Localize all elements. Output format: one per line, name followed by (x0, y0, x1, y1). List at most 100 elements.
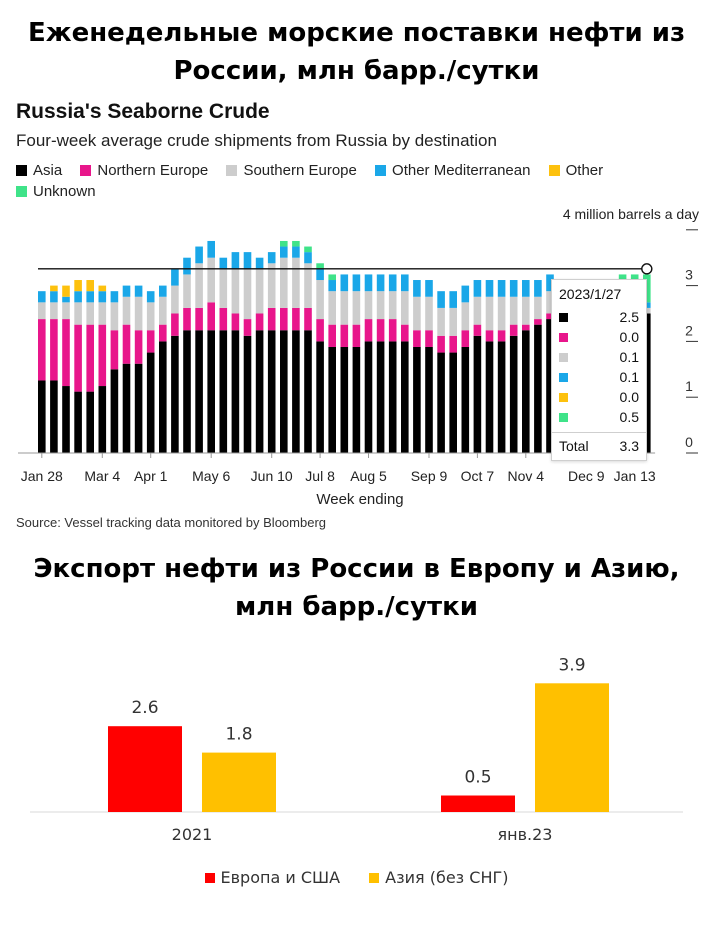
bar-segment (413, 346, 421, 453)
bar-segment (534, 324, 542, 453)
legend-label: Southern Europe (243, 162, 357, 179)
legend-swatch (226, 165, 238, 176)
bar-segment (388, 319, 397, 342)
legend-label: Unknown (33, 183, 96, 200)
bar-segment (292, 257, 300, 308)
tooltip-date: 2023/1/27 (559, 286, 622, 302)
bar-segment (364, 319, 373, 342)
bar-segment (473, 280, 482, 297)
tooltip-row-northern-europe: 0.0 (559, 329, 639, 345)
tooltip-swatch (559, 333, 568, 342)
legend-swatch (369, 873, 380, 883)
bar-segment (280, 307, 288, 331)
bar-segment (159, 341, 167, 453)
tooltip-total: Total 3.3 (552, 432, 646, 460)
tooltip-swatch (559, 353, 568, 362)
bar-segment (74, 291, 82, 303)
main-heading: Еженедельные морские поставки нефти из Р… (27, 18, 686, 86)
bar-segment (401, 324, 409, 342)
bar-segment (534, 296, 542, 320)
x-axis-label: Week ending (316, 491, 403, 508)
bar-segment (328, 280, 336, 292)
bar-segment (110, 330, 119, 370)
x-tick-label: Apr 1 (134, 468, 168, 484)
bar-segment (219, 268, 228, 308)
bar-segment (413, 296, 421, 331)
second-heading: Экспорт нефти из России в Европу и Азию,… (33, 554, 680, 622)
bar-segment (485, 296, 494, 331)
legend-item-asia: Asia (16, 160, 62, 181)
bar-segment (352, 346, 361, 453)
bar-segment (352, 274, 361, 292)
bar-segment (425, 346, 433, 453)
tooltip-swatch (559, 313, 568, 322)
bar-segment (401, 274, 409, 292)
bar-segment (437, 307, 445, 336)
bar-segment (122, 363, 131, 453)
x-tick-label: Nov 4 (508, 468, 545, 484)
bar-segment (183, 257, 191, 275)
bar (202, 752, 276, 812)
legend-label: Other Mediterranean (392, 162, 531, 179)
unit-label: 4 million barrels a day (562, 206, 699, 222)
bar-segment (98, 302, 107, 325)
x-tick-label: Sep 9 (411, 468, 448, 484)
bar-segment (207, 240, 215, 258)
legend-label: Other (565, 162, 604, 179)
y-tick-label: 3 (685, 267, 693, 283)
bar-segment (340, 274, 349, 292)
bar-segment (485, 280, 494, 297)
bar-segment (316, 319, 324, 342)
stacked-bar-chart: 0 1 2 3 Jan 28 Mar 4 Apr 1 May 6 Jun 10 Jul 8 Aug … (18, 229, 698, 508)
bar-segment (497, 330, 506, 342)
bar-segment (122, 285, 131, 297)
bar-segment (50, 285, 58, 292)
bar-segment (388, 274, 397, 292)
bar-segment (146, 291, 155, 303)
bar-segment (183, 307, 191, 331)
legend-item-unknown: Unknown (16, 181, 96, 202)
tooltip-swatch (559, 373, 568, 382)
bar-segment (485, 341, 494, 453)
legend-swatch (16, 165, 27, 176)
bar-segment (280, 246, 288, 258)
bar-segment (243, 252, 252, 269)
bar-segment (134, 285, 143, 297)
bar-segment (497, 341, 506, 453)
legend-swatch (375, 165, 387, 176)
bar-segment (449, 335, 457, 353)
bar-segment (207, 330, 215, 453)
bar-segment (534, 319, 542, 325)
bar-segment (461, 330, 470, 347)
bar-segment (110, 369, 119, 453)
bar-segment (509, 296, 518, 325)
bar-segment (267, 263, 276, 308)
legend-label: Asia (33, 162, 63, 179)
tooltip-row-unknown: 0.5 (559, 409, 639, 425)
bar-segment (74, 280, 82, 292)
data-label: 3.9 (558, 655, 585, 675)
bar-segment (497, 296, 506, 331)
tooltip-value: 0.0 (619, 389, 639, 405)
tooltip-swatch (559, 393, 568, 402)
tooltip-row-other: 0.0 (559, 389, 639, 405)
bar-segment (74, 324, 82, 392)
bar-segment (255, 268, 264, 314)
legend-swatch (16, 186, 27, 197)
bar-segment (328, 346, 336, 453)
bar-segment (340, 346, 349, 453)
bar-segment (280, 257, 288, 308)
bar-segment (134, 330, 143, 364)
bar-segment (316, 280, 324, 320)
legend-item-northern-europe: Northern Europe (80, 160, 208, 181)
bar-segment (267, 252, 276, 264)
tooltip-row-other-mediterranean: 0.1 (559, 369, 639, 385)
bar-segment (183, 330, 191, 453)
legend-item-other: Other (548, 160, 604, 181)
bar-segment (86, 302, 94, 325)
tooltip-value: 0.5 (619, 409, 639, 425)
bar-segment (146, 330, 155, 353)
bar-segment (38, 319, 46, 381)
bar-segment (98, 285, 107, 292)
data-label: 2.6 (131, 698, 158, 718)
